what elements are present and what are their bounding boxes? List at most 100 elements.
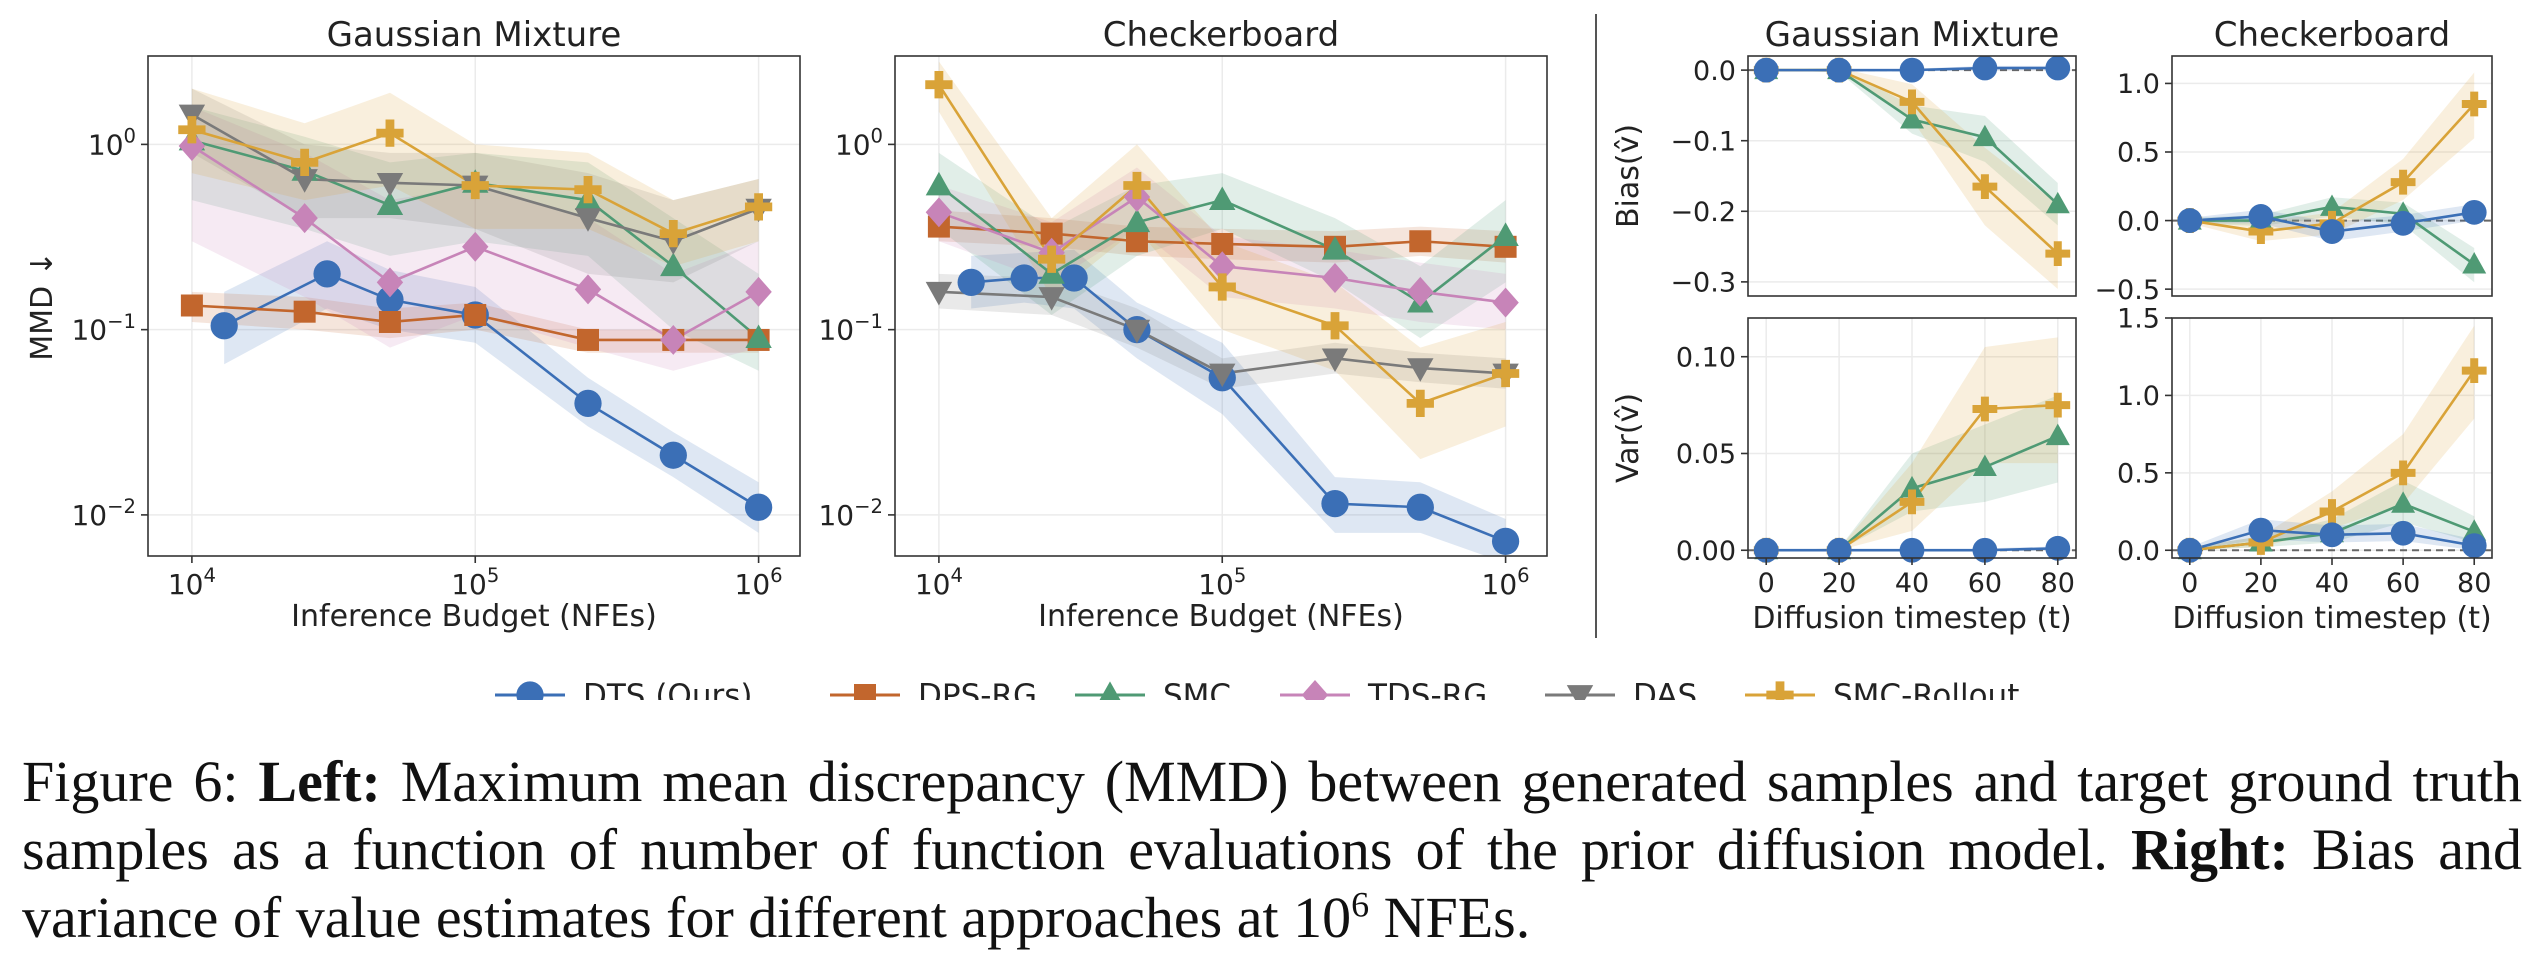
rollout-point bbox=[659, 219, 687, 248]
x-tick-label: 40 bbox=[1895, 568, 1929, 599]
rollout-point bbox=[1899, 489, 1925, 515]
das-point bbox=[1321, 348, 1349, 372]
rollout-point bbox=[744, 193, 773, 221]
legend-label: DTS (Ours) bbox=[583, 678, 752, 700]
dts-point bbox=[2461, 199, 2487, 225]
x-tick-label: 20 bbox=[1822, 568, 1856, 599]
dts-point bbox=[659, 441, 687, 469]
smc-point bbox=[2045, 423, 2070, 446]
das-point bbox=[376, 172, 404, 197]
legend-marker bbox=[1301, 680, 1329, 700]
tds-point bbox=[376, 267, 404, 298]
chart-title: Checkerboard bbox=[1103, 15, 1339, 55]
das-point bbox=[291, 169, 318, 193]
tds-point bbox=[1407, 276, 1434, 307]
rollout-point bbox=[291, 148, 319, 176]
y-tick-label: 10−1 bbox=[71, 310, 136, 347]
dps-point bbox=[293, 300, 316, 323]
smc-point bbox=[1209, 186, 1236, 211]
rollout-point bbox=[925, 71, 953, 99]
dts-point bbox=[574, 389, 602, 418]
y-tick-label: −0.2 bbox=[1670, 197, 1736, 228]
smc-point bbox=[1972, 454, 1997, 477]
rollout-point bbox=[1972, 174, 1998, 199]
dts-point bbox=[1321, 490, 1349, 518]
caption-nfe-power: 106 bbox=[1293, 884, 1370, 950]
smc-point bbox=[1492, 222, 1519, 246]
x-tick-label: 20 bbox=[2244, 568, 2278, 599]
dts-point bbox=[2390, 210, 2416, 236]
chart-title: Checkerboard bbox=[2214, 15, 2450, 55]
figure-canvas: 104 105 106 100 10−1 10−2 Gaussian Mixture Infe… bbox=[25, 14, 2493, 700]
legend-item-das: DAS bbox=[1545, 678, 1697, 700]
y-tick-label: 10−2 bbox=[71, 495, 136, 532]
rollout-point bbox=[1899, 89, 1925, 115]
x-tick-label: 40 bbox=[2315, 568, 2349, 599]
smc-point bbox=[925, 171, 953, 196]
legend-marker bbox=[516, 681, 544, 700]
dts-point bbox=[2319, 522, 2345, 548]
chart-title: Gaussian Mixture bbox=[1765, 15, 2060, 55]
rollout-point bbox=[2461, 91, 2487, 117]
y-tick-label: 1.0 bbox=[2117, 69, 2160, 100]
rollout-point bbox=[376, 119, 404, 147]
legend-label: TDS-RG bbox=[1367, 678, 1487, 700]
dts-point bbox=[1060, 264, 1088, 292]
dts-point bbox=[2045, 535, 2071, 561]
y-tick-label: 0.10 bbox=[1676, 342, 1736, 373]
dts-point bbox=[744, 493, 773, 521]
smc-point bbox=[1321, 236, 1349, 260]
legend: DTS (Ours) DPS-RG SMC TDS-RG DAS SMC-Rollout bbox=[495, 678, 2019, 700]
x-tick-label: 106 bbox=[735, 564, 783, 601]
legend-item-dps: DPS-RG bbox=[830, 678, 1037, 700]
dts-point bbox=[2045, 55, 2071, 81]
rollout-point bbox=[2045, 392, 2071, 418]
y-tick-label: 0.0 bbox=[2117, 536, 2160, 567]
dps-point bbox=[180, 294, 203, 317]
caption-left-text: Maximum mean discrepancy (MMD) between g… bbox=[22, 749, 2523, 882]
dts-point bbox=[2177, 537, 2203, 563]
rollout-point bbox=[2461, 358, 2487, 384]
dts-point bbox=[1972, 537, 1998, 563]
y-axis-label: Var(v̂) bbox=[1611, 393, 1646, 483]
caption-right-text: Bias and variance of value estimates for… bbox=[22, 817, 2523, 950]
y-tick-label: 10−1 bbox=[818, 310, 883, 347]
y-axis-label: MMD ↓ bbox=[25, 251, 60, 361]
smc-point bbox=[1900, 475, 1924, 498]
rollout-point bbox=[2390, 169, 2416, 195]
smc-point bbox=[2462, 252, 2487, 274]
x-tick-label: 80 bbox=[2457, 568, 2491, 599]
y-tick-label: 0.00 bbox=[1676, 536, 1736, 567]
das-point bbox=[1123, 319, 1151, 344]
caption-figure-label: Figure 6: bbox=[22, 749, 239, 814]
x-tick-label: 60 bbox=[2386, 568, 2420, 599]
das-point bbox=[925, 281, 953, 306]
y-tick-label: 100 bbox=[835, 125, 883, 162]
das-point bbox=[1209, 363, 1236, 388]
legend-item-smc: SMC bbox=[1075, 678, 1231, 700]
legend-label: DPS-RG bbox=[918, 678, 1037, 700]
axes-frame bbox=[147, 55, 801, 557]
dps-point bbox=[378, 310, 401, 333]
dts-point bbox=[1491, 527, 1520, 555]
var-checkerboard-panel: 0 20 40 60 80 1.5 1.0 0.5 0.0 Diffusion timestep … bbox=[2117, 304, 2493, 636]
das-confidence-band bbox=[938, 273, 1506, 389]
y-tick-label: −0.1 bbox=[1670, 126, 1736, 157]
dts-confidence-band bbox=[971, 249, 1506, 556]
x-tick-label: 0 bbox=[2181, 568, 2198, 599]
tds-point bbox=[1209, 251, 1236, 282]
dts-point bbox=[1010, 264, 1038, 292]
tds-point bbox=[291, 203, 318, 234]
tds-point bbox=[660, 324, 687, 355]
legend-marker bbox=[854, 684, 876, 700]
tds-point bbox=[462, 231, 489, 262]
tds-point bbox=[574, 274, 602, 305]
y-tick-label: −0.5 bbox=[2094, 275, 2160, 306]
dts-point bbox=[2390, 520, 2416, 546]
x-tick-label: 60 bbox=[1968, 568, 2002, 599]
x-tick-label: 104 bbox=[168, 564, 216, 601]
dts-point bbox=[2248, 517, 2274, 543]
dps-point bbox=[1409, 230, 1432, 253]
legend-item-rollout: SMC-Rollout bbox=[1745, 678, 2019, 700]
rollout-point bbox=[1123, 171, 1151, 200]
